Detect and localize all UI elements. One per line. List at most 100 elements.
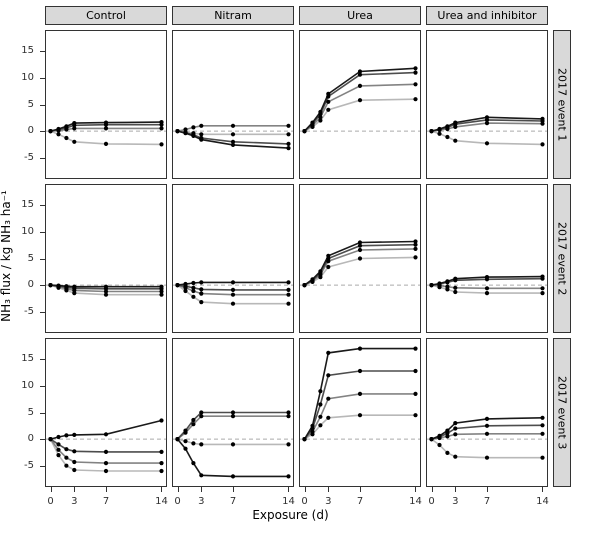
panel-border: [426, 30, 548, 179]
panel-plot: [426, 30, 548, 179]
data-point: [318, 423, 323, 428]
data-point: [357, 368, 363, 374]
data-point: [318, 118, 323, 123]
data-point: [318, 414, 323, 419]
data-point: [159, 468, 164, 474]
panel-plot: [172, 30, 294, 179]
data-point: [318, 115, 323, 120]
panel-plot: [45, 338, 167, 487]
data-point: [230, 442, 236, 447]
panel-2-2: [172, 184, 294, 333]
x-tick-mark: [328, 487, 330, 492]
data-point: [230, 301, 236, 306]
data-point: [357, 391, 363, 396]
data-point: [357, 256, 363, 261]
data-point: [199, 280, 204, 285]
data-point: [103, 292, 109, 297]
data-point: [159, 292, 164, 297]
data-point: [540, 291, 545, 296]
data-point: [183, 430, 188, 435]
data-point: [183, 446, 188, 451]
data-point: [191, 125, 196, 130]
y-tick-mark: [40, 412, 45, 414]
panel-1-3: [299, 30, 421, 179]
data-point: [56, 285, 61, 290]
y-tick-label: 15: [21, 199, 34, 211]
x-tick-mark: [288, 487, 290, 492]
data-point: [540, 431, 545, 436]
data-point: [310, 432, 315, 437]
x-tick-label: 3: [452, 496, 459, 507]
data-point: [326, 94, 331, 99]
panel-border: [426, 184, 548, 333]
data-point: [230, 287, 236, 292]
data-point: [72, 123, 77, 128]
panel-3-3: [299, 338, 421, 487]
y-tick-mark: [40, 359, 45, 361]
data-point: [191, 461, 196, 466]
x-axis-ticks: 0 3 7 14: [172, 487, 295, 507]
x-axis-ticks: 0 3 7 14: [426, 487, 549, 507]
data-point: [445, 287, 450, 292]
x-tick-label: 14: [155, 496, 168, 507]
data-point: [286, 301, 291, 306]
data-point: [484, 431, 490, 436]
data-point: [484, 416, 490, 421]
data-point: [540, 286, 545, 291]
data-point: [56, 132, 61, 137]
y-tick-mark: [40, 231, 45, 233]
data-point: [286, 442, 291, 447]
data-point: [183, 439, 188, 444]
x-tick-label: 14: [536, 496, 549, 507]
y-axis-title-text: NH₃ flux / kg NH₃ ha⁻¹: [0, 190, 14, 322]
data-point: [540, 455, 545, 460]
data-point: [302, 283, 307, 288]
data-point: [286, 132, 291, 137]
data-point: [175, 129, 180, 134]
x-tick-mark: [233, 487, 234, 492]
data-point: [302, 129, 307, 134]
x-tick-mark: [360, 487, 361, 492]
data-point: [191, 294, 196, 299]
data-point: [230, 280, 236, 285]
data-point: [326, 350, 331, 355]
data-point: [286, 280, 291, 285]
data-point: [48, 437, 53, 442]
series-line: [304, 248, 416, 286]
data-point: [357, 240, 363, 245]
data-point: [199, 300, 204, 305]
data-point: [484, 277, 490, 282]
data-point: [484, 291, 490, 296]
data-point: [64, 447, 69, 452]
data-point: [183, 285, 188, 290]
y-tick-mark: [40, 385, 45, 387]
data-point: [230, 132, 236, 137]
data-point: [326, 107, 331, 112]
data-point: [159, 122, 164, 127]
data-point: [103, 289, 109, 294]
data-point: [453, 454, 458, 459]
y-axis-ticks: -5 0 5 10 15: [14, 30, 45, 179]
data-point: [64, 288, 69, 293]
data-point: [326, 259, 331, 264]
data-point: [199, 287, 204, 292]
data-point: [199, 135, 204, 141]
panel-1-2: [172, 30, 294, 179]
data-point: [103, 468, 109, 474]
data-point: [286, 414, 291, 419]
data-point: [56, 453, 61, 458]
data-point: [72, 126, 77, 131]
data-point: [453, 426, 458, 431]
data-point: [484, 286, 490, 291]
data-point: [318, 112, 323, 117]
data-point: [56, 434, 61, 440]
data-point: [72, 467, 77, 473]
data-point: [413, 255, 418, 260]
panel-border: [426, 338, 548, 487]
x-tick-label: 14: [282, 496, 295, 507]
panel-plot: [299, 30, 421, 179]
data-point: [286, 146, 291, 151]
data-point: [326, 415, 331, 420]
data-point: [103, 126, 109, 131]
data-point: [175, 283, 180, 288]
